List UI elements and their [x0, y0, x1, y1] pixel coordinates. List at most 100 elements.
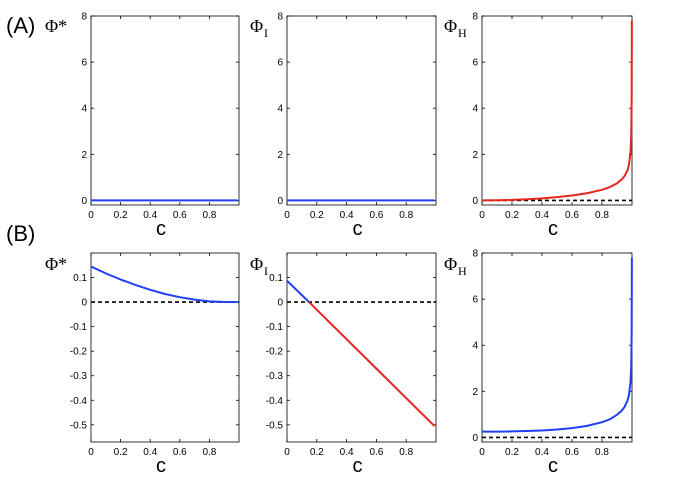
y-axis-label: Φ — [444, 254, 457, 274]
x-axis-label: c — [548, 218, 558, 240]
charts-container: 0 0.2 0.4 0.6 0.8 0 2 4 6 8 c Φ* 0 0.2 0.4 0.6 0.8 0 2 4 6 8 c… — [45, 12, 633, 477]
chart-B1: 0 0.2 0.4 0.6 0.8 -0.5 -0.4 -0.3 -0.2 -0.1 0 0.1 c Φ* — [45, 252, 240, 477]
x-tick-label: 0.4 — [340, 447, 354, 458]
series-line — [481, 20, 633, 202]
x-axis-label: c — [353, 218, 363, 240]
y-tick-label: -0.5 — [70, 420, 88, 431]
series-line — [286, 280, 310, 303]
x-axis-label: c — [353, 455, 363, 477]
y-tick-label: 6 — [472, 58, 478, 69]
chart-A2: 0 0.2 0.4 0.6 0.8 0 2 4 6 8 c Φ I — [250, 12, 437, 240]
x-tick-label: 0.6 — [369, 210, 383, 221]
x-tick-label: 0.6 — [565, 210, 579, 221]
y-axis-label-subscript: H — [458, 264, 467, 278]
x-tick-label: 0.2 — [114, 210, 128, 221]
x-tick-label: 0.2 — [114, 447, 128, 458]
x-tick-label: 0.2 — [505, 447, 519, 458]
axes-frame — [90, 15, 240, 206]
y-tick-label: 0 — [277, 196, 283, 207]
x-tick-label: 0.2 — [310, 210, 324, 221]
y-axis-label: Φ — [250, 254, 263, 274]
x-tick-label: 0 — [479, 447, 485, 458]
axes-frame — [90, 252, 240, 443]
axes-frame — [286, 252, 437, 443]
axes-frame — [481, 252, 633, 443]
x-tick-label: 0.4 — [340, 210, 354, 221]
y-tick-label: 0 — [81, 196, 87, 207]
y-tick-label: 6 — [81, 58, 87, 69]
panel-label-a: (A) — [6, 13, 35, 38]
y-axis-label-subscript: I — [264, 26, 268, 40]
y-tick-label: 2 — [472, 387, 478, 398]
y-tick-label: -0.1 — [70, 322, 88, 333]
x-axis-label: c — [156, 455, 166, 477]
x-tick-label: 0.8 — [595, 447, 609, 458]
x-tick-label: 0.4 — [143, 210, 157, 221]
chart-B2: 0 0.2 0.4 0.6 0.8 -0.5 -0.4 -0.3 -0.2 -0.1 0 0.1 c Φ I — [250, 252, 437, 477]
y-tick-label: 6 — [277, 58, 283, 69]
y-tick-label: -0.1 — [266, 322, 284, 333]
y-tick-label: -0.2 — [70, 347, 88, 358]
y-tick-label: 2 — [472, 150, 478, 161]
y-axis-label-subscript: I — [264, 264, 268, 278]
y-tick-label: 0 — [472, 196, 478, 207]
x-tick-label: 0.6 — [369, 447, 383, 458]
x-axis-label: c — [156, 218, 166, 240]
y-tick-label: -0.3 — [70, 371, 88, 382]
x-tick-label: 0.8 — [202, 210, 216, 221]
x-tick-label: 0.4 — [535, 447, 549, 458]
x-tick-label: 0.8 — [595, 210, 609, 221]
y-axis-label: Φ* — [45, 254, 67, 274]
y-tick-label: 4 — [81, 104, 87, 115]
y-tick-label: 0 — [472, 433, 478, 444]
chart-A3: 0 0.2 0.4 0.6 0.8 0 2 4 6 8 c Φ H — [444, 12, 633, 240]
x-tick-label: 0 — [88, 210, 94, 221]
x-tick-label: 0.6 — [565, 447, 579, 458]
series-line — [482, 257, 633, 433]
y-tick-label: 8 — [472, 12, 478, 23]
x-tick-label: 0 — [284, 210, 290, 221]
y-tick-label: 4 — [472, 341, 478, 352]
x-tick-label: 0 — [88, 447, 94, 458]
y-axis-label: Φ — [444, 16, 457, 36]
y-tick-label: -0.3 — [266, 371, 284, 382]
y-axis-label: Φ* — [45, 16, 67, 36]
y-tick-label: 6 — [472, 295, 478, 306]
x-tick-label: 0.6 — [173, 447, 187, 458]
y-tick-label: 2 — [81, 150, 87, 161]
y-tick-label: 8 — [81, 12, 87, 23]
x-tick-label: 0.8 — [202, 447, 216, 458]
y-tick-label: 4 — [277, 104, 283, 115]
chart-A1: 0 0.2 0.4 0.6 0.8 0 2 4 6 8 c Φ* — [45, 12, 240, 240]
x-tick-label: 0.4 — [535, 210, 549, 221]
chart-B3: 0 0.2 0.4 0.6 0.8 0 2 4 6 8 c Φ H — [444, 249, 633, 477]
x-tick-label: 0.6 — [173, 210, 187, 221]
panel-label-b: (B) — [6, 221, 35, 246]
y-tick-label: 2 — [277, 150, 283, 161]
x-tick-label: 0 — [479, 210, 485, 221]
x-tick-label: 0.2 — [310, 447, 324, 458]
y-tick-label: 4 — [472, 104, 478, 115]
y-tick-label: -0.4 — [70, 396, 88, 407]
x-tick-label: 0.2 — [505, 210, 519, 221]
x-tick-label: 0.8 — [399, 447, 413, 458]
x-tick-label: 0 — [284, 447, 290, 458]
series-line — [308, 301, 436, 427]
y-axis-label-subscript: H — [458, 26, 467, 40]
x-axis-label: c — [548, 455, 558, 477]
y-tick-label: -0.5 — [266, 420, 284, 431]
x-tick-label: 0.8 — [399, 210, 413, 221]
y-tick-label: 0 — [277, 298, 283, 309]
y-tick-label: 8 — [472, 249, 478, 260]
x-tick-label: 0.4 — [143, 447, 157, 458]
y-tick-label: 8 — [277, 12, 283, 23]
y-tick-label: 0.1 — [73, 273, 87, 284]
y-axis-label: Φ — [250, 16, 263, 36]
y-tick-label: -0.4 — [266, 396, 284, 407]
axes-frame — [286, 15, 437, 206]
y-tick-label: -0.2 — [266, 347, 284, 358]
series-line — [90, 265, 238, 304]
axes-frame — [481, 15, 633, 206]
y-tick-label: 0.1 — [269, 273, 283, 284]
